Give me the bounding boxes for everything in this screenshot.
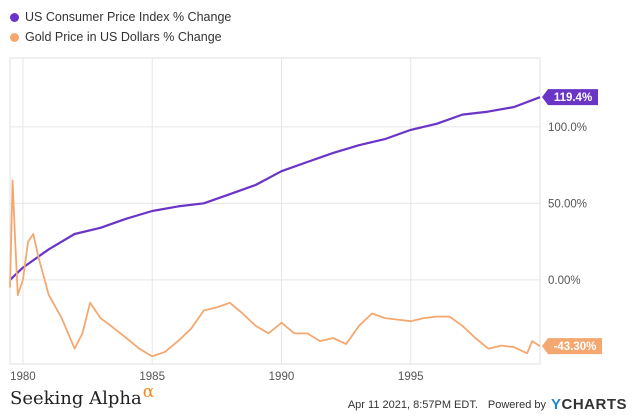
x-tick-label: 1980 [10, 371, 36, 383]
chart-timestamp: Apr 11 2021, 8:57PM EDT. [347, 398, 478, 411]
seeking-alpha-logo: Seeking Alphaα [10, 382, 154, 409]
alpha-icon: α [142, 382, 155, 402]
ycharts-wordmark: CHARTS [561, 396, 627, 413]
legend-label-gold: Gold Price in US Dollars % Change [25, 30, 222, 44]
series-end-label: -43.30% [554, 341, 597, 353]
legend-item-cpi: US Consumer Price Index % Change [10, 10, 231, 24]
legend-item-gold: Gold Price in US Dollars % Change [10, 30, 222, 44]
series-end-tag [542, 338, 602, 355]
chart-footer: Seeking Alphaα Apr 11 2021, 8:57PM EDT. … [0, 382, 635, 419]
legend-label-cpi: US Consumer Price Index % Change [25, 10, 232, 24]
line-chart: 100.0% 50.00% 0.00% 1980 1985 1990 1995 119.4% -… [9, 57, 602, 383]
y-tick-label: 0.00% [548, 275, 581, 287]
x-tick-label: 1990 [269, 371, 295, 383]
x-tick-label: 1985 [139, 371, 165, 383]
ycharts-y-icon: Y [550, 396, 562, 413]
series-end-tag [542, 89, 598, 106]
powered-by-text: Powered by [487, 398, 546, 411]
y-tick-label: 50.00% [548, 198, 587, 210]
legend-dot-cpi [10, 12, 19, 22]
series-end-label: 119.4% [554, 92, 592, 104]
seeking-alpha-text: Seeking Alpha [10, 388, 142, 409]
y-tick-label: 100.0% [548, 122, 587, 134]
series-line [9, 179, 541, 358]
chart-legend: US Consumer Price Index % Change Gold Pr… [0, 0, 635, 52]
series-line [9, 96, 541, 281]
x-tick-label: 1995 [398, 371, 424, 383]
plot-frame [9, 57, 541, 365]
ycharts-logo[interactable]: YCHARTS [551, 396, 627, 413]
legend-dot-gold [10, 32, 19, 42]
chart-credit: Apr 11 2021, 8:57PM EDT. Powered by YCHA… [348, 396, 627, 413]
